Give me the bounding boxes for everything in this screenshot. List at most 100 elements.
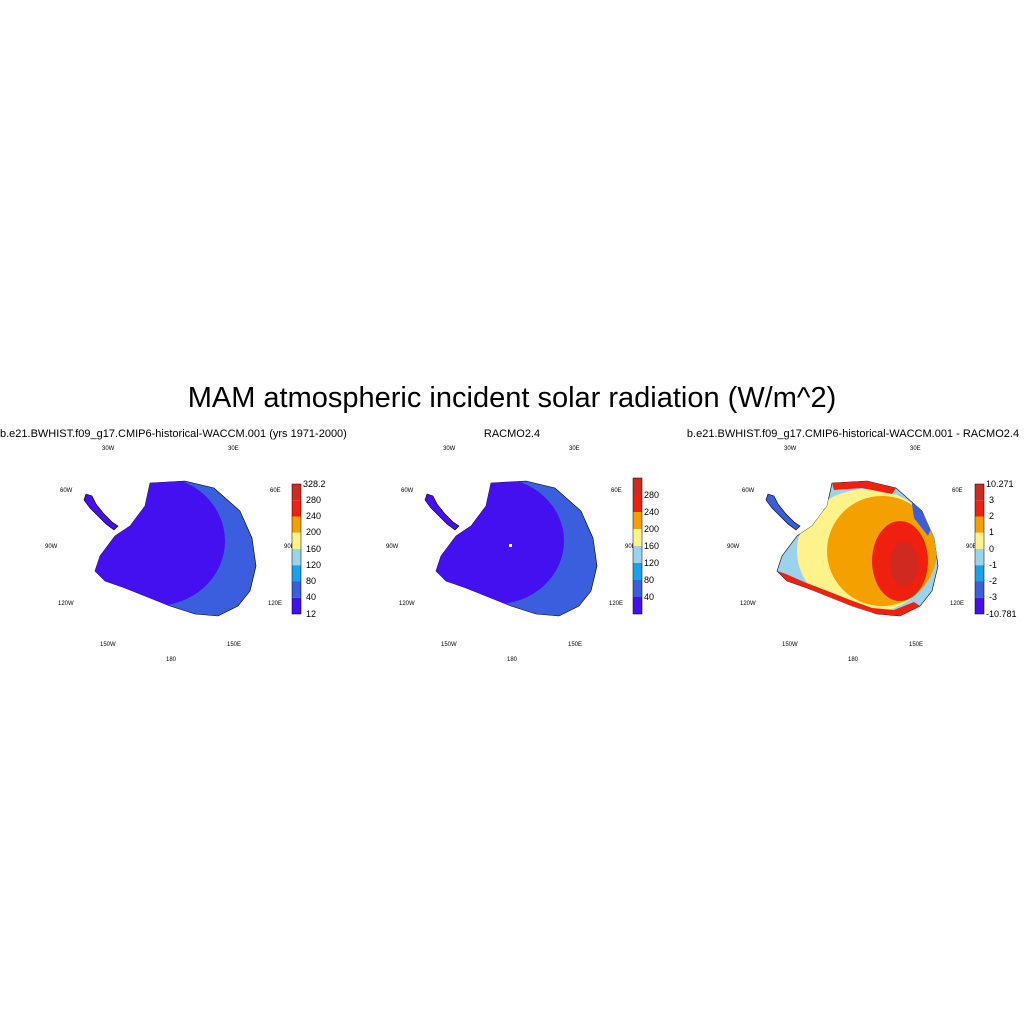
colorbar-swatch [633, 529, 642, 546]
colorbar: 10.271 3 2 1 0 -1 -2 -3 -10.781 [974, 479, 1017, 619]
colorbar: 280 240 200 160 120 80 40 [632, 477, 659, 615]
pole-marker [509, 544, 512, 547]
lon-label-120w: 120W [399, 601, 415, 607]
colorbar-swatch [975, 484, 984, 501]
lon-label-120e: 120E [950, 601, 964, 607]
lon-label-90e: 90E [284, 544, 295, 550]
longitude-labels: 30W 30E 60W 60E 90W 90E 120W 120E 150W 1… [727, 446, 977, 663]
lon-label-90w: 90W [45, 544, 58, 550]
lon-label-120e: 120E [609, 601, 623, 607]
lon-label-90e: 90E [966, 544, 977, 550]
colorbar-swatch [975, 532, 984, 549]
colorbar-swatch [975, 565, 984, 582]
lon-label-120e: 120E [268, 601, 282, 607]
difference-zones [777, 481, 937, 616]
colorbar: 328.2 280 240 200 160 120 80 40 12 [291, 479, 326, 619]
colorbar-swatch [633, 495, 642, 512]
colorbar-swatch [633, 546, 642, 563]
lon-label-30w: 30W [784, 446, 797, 452]
colorbar-label: 10.271 [986, 479, 1014, 489]
colorbar-label: 40 [644, 592, 654, 602]
colorbar-swatch [975, 581, 984, 598]
lon-label-150w: 150W [782, 642, 798, 648]
colorbar-label: -10.781 [986, 609, 1017, 619]
colorbar-label: 120 [644, 558, 659, 568]
colorbar-label: 160 [306, 544, 321, 554]
lon-label-180: 180 [848, 657, 859, 663]
antarctica-field [424, 480, 598, 617]
colorbar-swatch [975, 516, 984, 533]
colorbar-swatch [975, 500, 984, 517]
antarctica-field [83, 480, 257, 617]
lon-label-30e: 30E [228, 446, 239, 452]
lon-label-150w: 150W [441, 642, 457, 648]
colorbar-label: 0 [989, 544, 994, 554]
colorbar-swatch [292, 500, 301, 517]
panel-title: b.e21.BWHIST.f09_g17.CMIP6-historical-WA… [686, 428, 1020, 440]
colorbar-swatch [292, 484, 301, 501]
lon-label-30w: 30W [102, 446, 115, 452]
lon-label-60e: 60E [270, 488, 281, 494]
lon-label-90w: 90W [386, 544, 399, 550]
lon-label-60e: 60E [952, 488, 963, 494]
colorbar-label: -1 [989, 560, 997, 570]
figure-title: MAM atmospheric incident solar radiation… [187, 382, 837, 414]
panel-racmo: RACMO2.4 30W 30E 60W 60E 90W 90E 120W 12… [341, 426, 683, 666]
polar-map-racmo: 30W 30E 60W 60E 90W 90E 120W 120E 150W 1… [386, 446, 659, 663]
polar-map-model: 30W 30E 60W 60E 90W 90E 120W 120E 150W 1… [45, 446, 326, 663]
colorbar-label: 160 [644, 541, 659, 551]
colorbar-swatch [292, 581, 301, 598]
colorbar-swatch [292, 516, 301, 533]
polar-map-difference: 30W 30E 60W 60E 90W 90E 120W 120E 150W 1… [727, 446, 1017, 663]
antarctic-peninsula [83, 493, 119, 531]
colorbar-swatch [633, 478, 642, 495]
colorbar-label: 80 [306, 576, 316, 586]
colorbar-label: 1 [989, 527, 994, 537]
lon-label-30w: 30W [443, 446, 456, 452]
colorbar-label: 280 [644, 490, 659, 500]
panel-difference: b.e21.BWHIST.f09_g17.CMIP6-historical-WA… [682, 426, 1024, 666]
longitude-labels: 30W 30E 60W 60E 90W 90E 120W 120E 150W 1… [386, 446, 636, 663]
lon-label-90w: 90W [727, 544, 740, 550]
lon-label-30e: 30E [910, 446, 921, 452]
colorbar-label: -3 [989, 592, 997, 602]
lon-label-150e: 150E [568, 642, 582, 648]
colorbar-swatch [633, 563, 642, 580]
lon-label-60w: 60W [742, 488, 755, 494]
ice-sheet-interior [436, 481, 564, 604]
colorbar-label: 12 [306, 609, 316, 619]
colorbar-swatch [292, 565, 301, 582]
colorbar-label: 280 [306, 495, 321, 505]
colorbar-label: -2 [989, 576, 997, 586]
lon-label-30e: 30E [569, 446, 580, 452]
lon-label-120w: 120W [740, 601, 756, 607]
colorbar-label: 200 [306, 527, 321, 537]
panel-title: RACMO2.4 [483, 428, 541, 440]
lon-label-180: 180 [507, 657, 518, 663]
lon-label-60w: 60W [60, 488, 73, 494]
longitude-labels: 30W 30E 60W 60E 90W 90E 120W 120E 150W 1… [45, 446, 295, 663]
antarctic-peninsula [765, 493, 801, 531]
colorbar-label: 2 [989, 511, 994, 521]
colorbar-swatch [633, 580, 642, 597]
lon-label-150e: 150E [909, 642, 923, 648]
panel-title: b.e21.BWHIST.f09_g17.CMIP6-historical-WA… [0, 428, 347, 440]
colorbar-label: 328.2 [303, 479, 326, 489]
colorbar-swatch [633, 597, 642, 614]
lon-label-150w: 150W [100, 642, 116, 648]
colorbar-swatch [633, 512, 642, 529]
lon-label-60e: 60E [611, 488, 622, 494]
colorbar-label: 240 [306, 511, 321, 521]
lon-label-180: 180 [166, 657, 177, 663]
antarctic-peninsula [424, 493, 460, 531]
colorbar-swatch [292, 549, 301, 566]
colorbar-label: 3 [989, 495, 994, 505]
colorbar-swatch [975, 549, 984, 566]
ice-sheet-interior [95, 481, 225, 606]
colorbar-label: 240 [644, 507, 659, 517]
colorbar-swatch [292, 532, 301, 549]
colorbar-label: 120 [306, 560, 321, 570]
lon-label-90e: 90E [625, 544, 636, 550]
lon-label-60w: 60W [401, 488, 414, 494]
colorbar-swatch [292, 597, 301, 614]
